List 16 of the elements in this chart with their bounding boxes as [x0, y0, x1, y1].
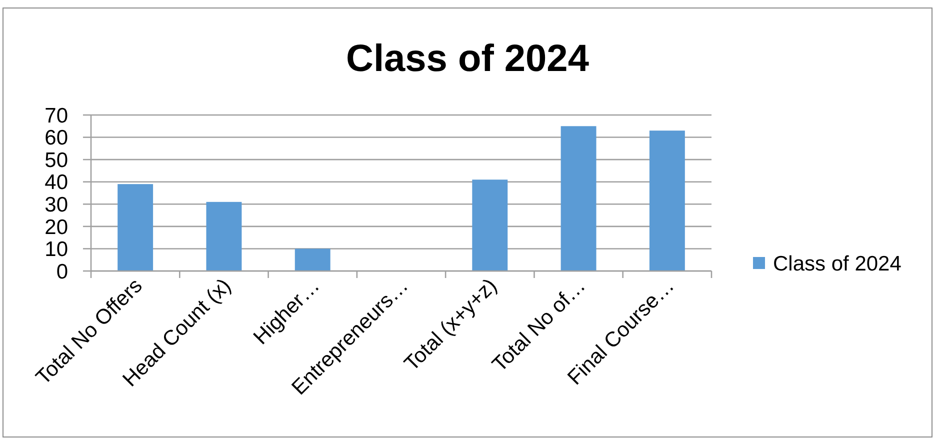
chart-title: Class of 2024 [346, 38, 589, 80]
bar [206, 202, 242, 271]
y-tick-label: 40 [44, 171, 68, 194]
y-tick-label: 70 [44, 104, 68, 128]
bar [472, 180, 508, 271]
y-tick-label: 30 [44, 193, 68, 216]
y-tick-label: 10 [44, 238, 68, 262]
legend-label: Class of 2024 [773, 252, 902, 276]
bar [649, 130, 685, 271]
bar [560, 126, 596, 271]
y-tick-label: 0 [56, 260, 68, 284]
y-tick-label: 60 [44, 126, 68, 150]
bar [118, 184, 154, 271]
bar [294, 248, 330, 271]
y-tick-label: 20 [44, 216, 68, 239]
y-tick-label: 50 [44, 148, 68, 172]
